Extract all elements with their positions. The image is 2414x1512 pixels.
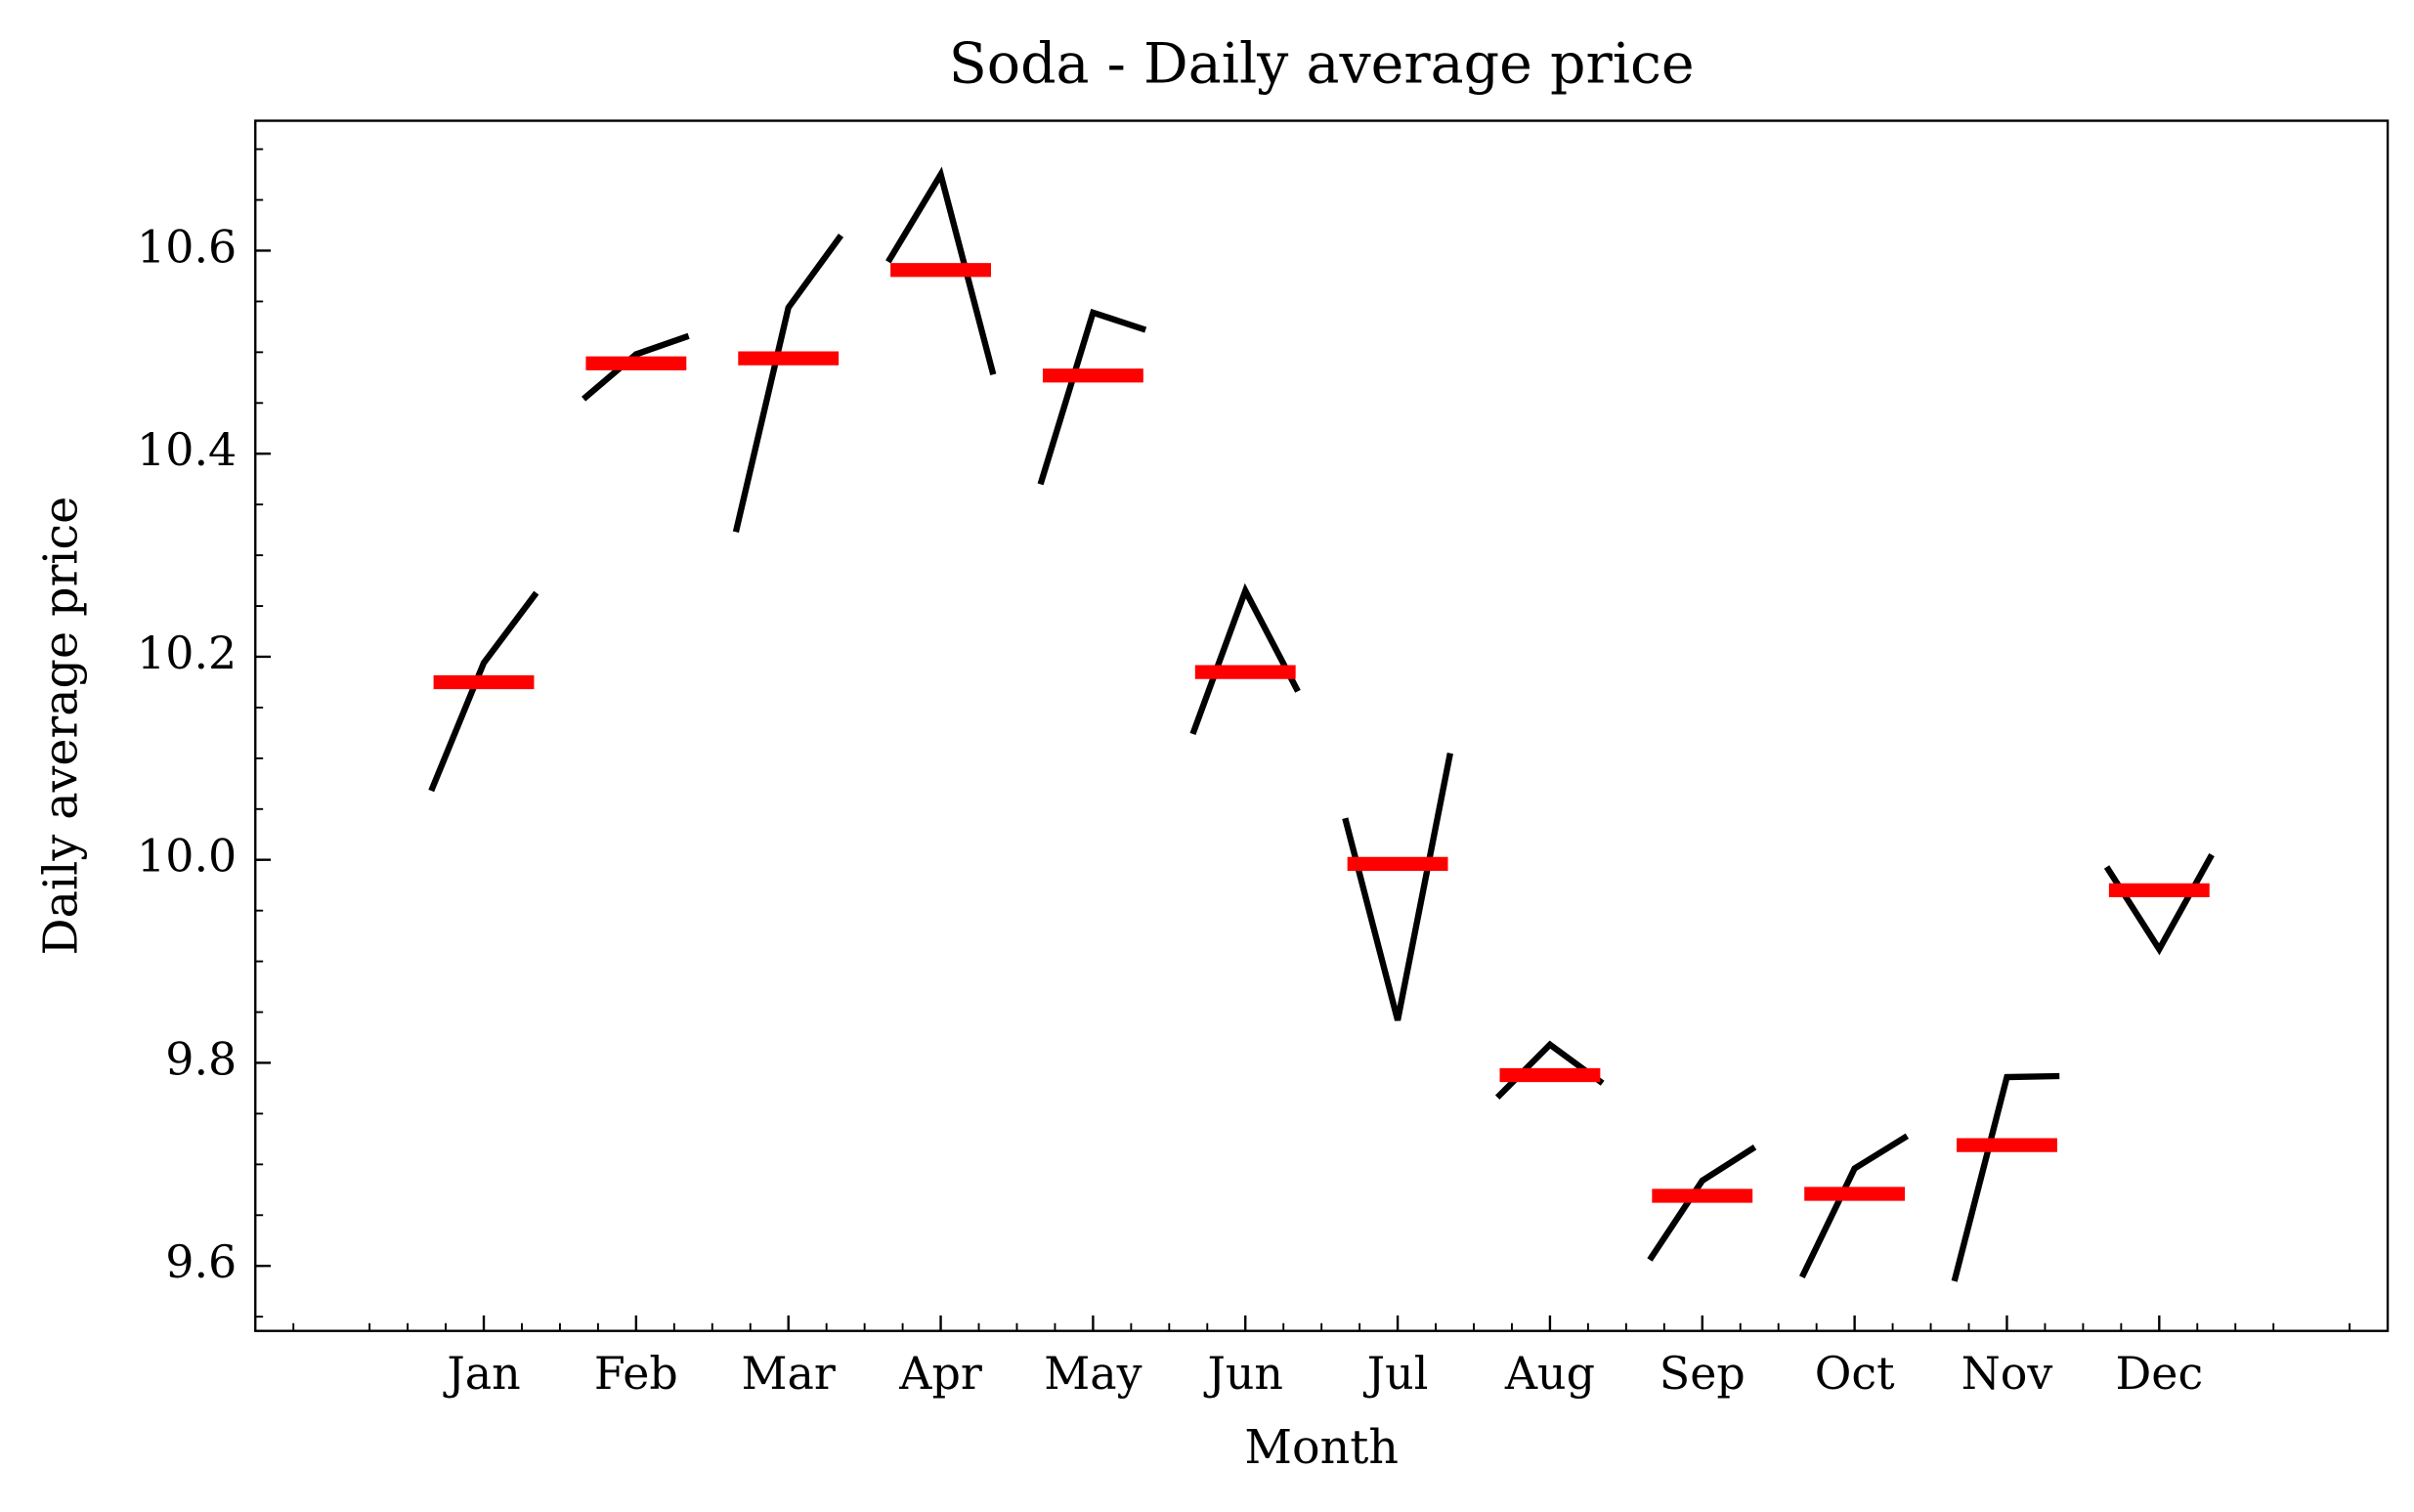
y-tick-label: 10.2 [137,626,237,679]
y-tick-label: 10.0 [137,830,237,883]
x-tick-label: Sep [1660,1347,1746,1400]
x-tick-label: Oct [1815,1347,1895,1400]
month-line [582,332,690,402]
x-tick-label: Dec [2115,1347,2203,1400]
x-tick-label: Mar [742,1347,836,1400]
x-tick-label: Nov [1961,1347,2053,1400]
month-line [1647,1145,1757,1262]
month-line [428,590,539,793]
x-tick-label: Jan [443,1347,520,1400]
x-tick-label: Jun [1203,1347,1283,1400]
y-tick-label: 9.6 [165,1235,237,1288]
x-tick-label: May [1044,1347,1142,1400]
month-line [1799,1133,1910,1279]
month-line [1951,1072,2060,1282]
x-tick-label: Aug [1504,1347,1595,1400]
x-tick-label: Jul [1363,1347,1429,1400]
x-tick-label: Feb [594,1347,678,1400]
chart-title: Soda - Daily average price [949,32,1695,97]
month-line [1342,753,1453,1021]
x-axis-label: Month [1244,1421,1399,1475]
y-tick-label: 10.6 [137,220,237,273]
y-axis-label: Daily average price [34,497,88,956]
month-line [885,166,997,376]
x-tick-label: Apr [898,1347,982,1400]
y-tick-label: 9.8 [165,1032,237,1085]
month-line [1037,308,1147,486]
month-line [1189,583,1301,736]
y-tick-label: 10.4 [137,423,237,476]
month-line [732,234,844,533]
